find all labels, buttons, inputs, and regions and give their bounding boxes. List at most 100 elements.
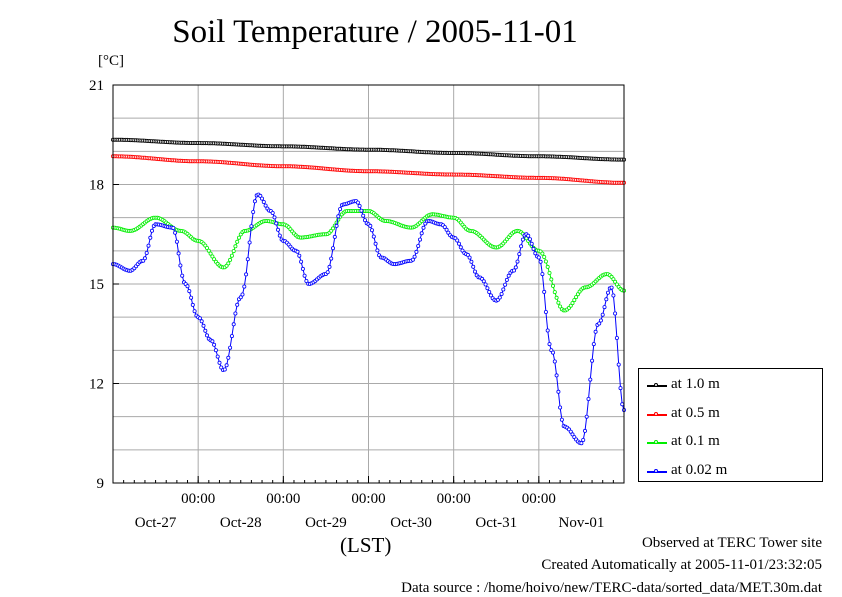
series-layer [111, 137, 627, 446]
data-point [217, 360, 222, 365]
data-point [591, 342, 596, 347]
data-point [421, 225, 426, 230]
series-at-0-5-m [111, 154, 627, 185]
data-point [332, 234, 337, 239]
data-point [614, 335, 619, 340]
data-point [467, 255, 472, 260]
data-point [469, 259, 474, 264]
data-point [222, 367, 227, 372]
data-point [526, 233, 531, 238]
data-point [270, 210, 275, 215]
data-point [146, 243, 151, 248]
data-point [247, 240, 252, 245]
data-point [199, 319, 204, 324]
data-point [272, 215, 277, 220]
data-point [597, 321, 602, 326]
data-point [583, 428, 588, 433]
data-point [212, 257, 217, 262]
data-point [275, 227, 280, 232]
data-point [513, 265, 518, 270]
data-point [201, 323, 206, 328]
data-point [302, 273, 307, 278]
x-tick-time-label: 00:00 [266, 491, 300, 507]
data-point [416, 243, 421, 248]
data-point [542, 254, 547, 259]
data-point [325, 270, 330, 275]
data-point [174, 239, 179, 244]
data-point [485, 286, 490, 291]
data-point [368, 223, 373, 228]
data-point [371, 234, 376, 239]
data-point [228, 345, 233, 350]
data-point [456, 241, 461, 246]
data-point [545, 264, 550, 269]
data-point [552, 359, 557, 364]
data-point [231, 249, 236, 254]
data-point [259, 196, 264, 201]
data-point [604, 297, 609, 302]
data-point [533, 251, 538, 256]
data-point [327, 264, 332, 269]
data-point [488, 293, 493, 298]
data-point [375, 248, 380, 253]
data-point [226, 355, 231, 360]
y-axis-unit-label: [°C] [98, 53, 124, 69]
data-point [598, 318, 603, 323]
data-point [233, 311, 238, 316]
x-tick-time-label: 00:00 [522, 491, 556, 507]
data-point [178, 263, 183, 268]
data-point [185, 284, 190, 289]
data-point [504, 277, 509, 282]
x-tick-time-label: 00:00 [181, 491, 215, 507]
data-point [149, 228, 154, 233]
data-point [245, 257, 250, 262]
data-point [357, 203, 362, 208]
grid-layer [113, 85, 624, 483]
data-point [414, 249, 419, 254]
data-point [487, 289, 492, 294]
data-point [613, 311, 618, 316]
data-point [558, 304, 563, 309]
data-point [236, 235, 241, 240]
data-point [554, 295, 559, 300]
data-point [531, 246, 536, 251]
legend-swatch [647, 383, 667, 387]
data-point [369, 228, 374, 233]
y-tick-label: 9 [97, 476, 105, 492]
data-point [538, 259, 543, 264]
data-point [299, 259, 304, 264]
data-point [252, 199, 257, 204]
data-point [419, 231, 424, 236]
data-point [224, 363, 229, 368]
data-point [215, 354, 220, 359]
legend-swatch [647, 440, 667, 444]
data-point [142, 256, 147, 261]
data-point [600, 312, 605, 317]
data-point [355, 200, 360, 205]
x-tick-time-label: 00:00 [351, 491, 385, 507]
data-point [180, 273, 185, 278]
data-point [584, 414, 589, 419]
y-tick-label: 18 [89, 178, 104, 194]
data-point [249, 224, 254, 229]
x-date-label: Oct-30 [390, 515, 432, 531]
data-point [602, 305, 607, 310]
data-point [338, 207, 343, 212]
data-point [244, 272, 249, 277]
data-point [173, 230, 178, 235]
x-date-label: Oct-29 [305, 515, 347, 531]
data-point [203, 328, 208, 333]
data-point [297, 253, 302, 258]
data-point [574, 295, 579, 300]
data-point [242, 284, 247, 289]
y-tick-label: 21 [89, 78, 104, 94]
data-point [261, 199, 266, 204]
data-point [540, 272, 545, 277]
data-point [417, 237, 422, 242]
x-date-label: Oct-31 [475, 515, 517, 531]
data-point [588, 377, 593, 382]
data-point [190, 302, 195, 307]
data-point [552, 290, 557, 295]
chart-legend: at 1.0 m at 0.5 m at 0.1 m at 0.02 m [638, 368, 823, 482]
data-point [263, 203, 268, 208]
